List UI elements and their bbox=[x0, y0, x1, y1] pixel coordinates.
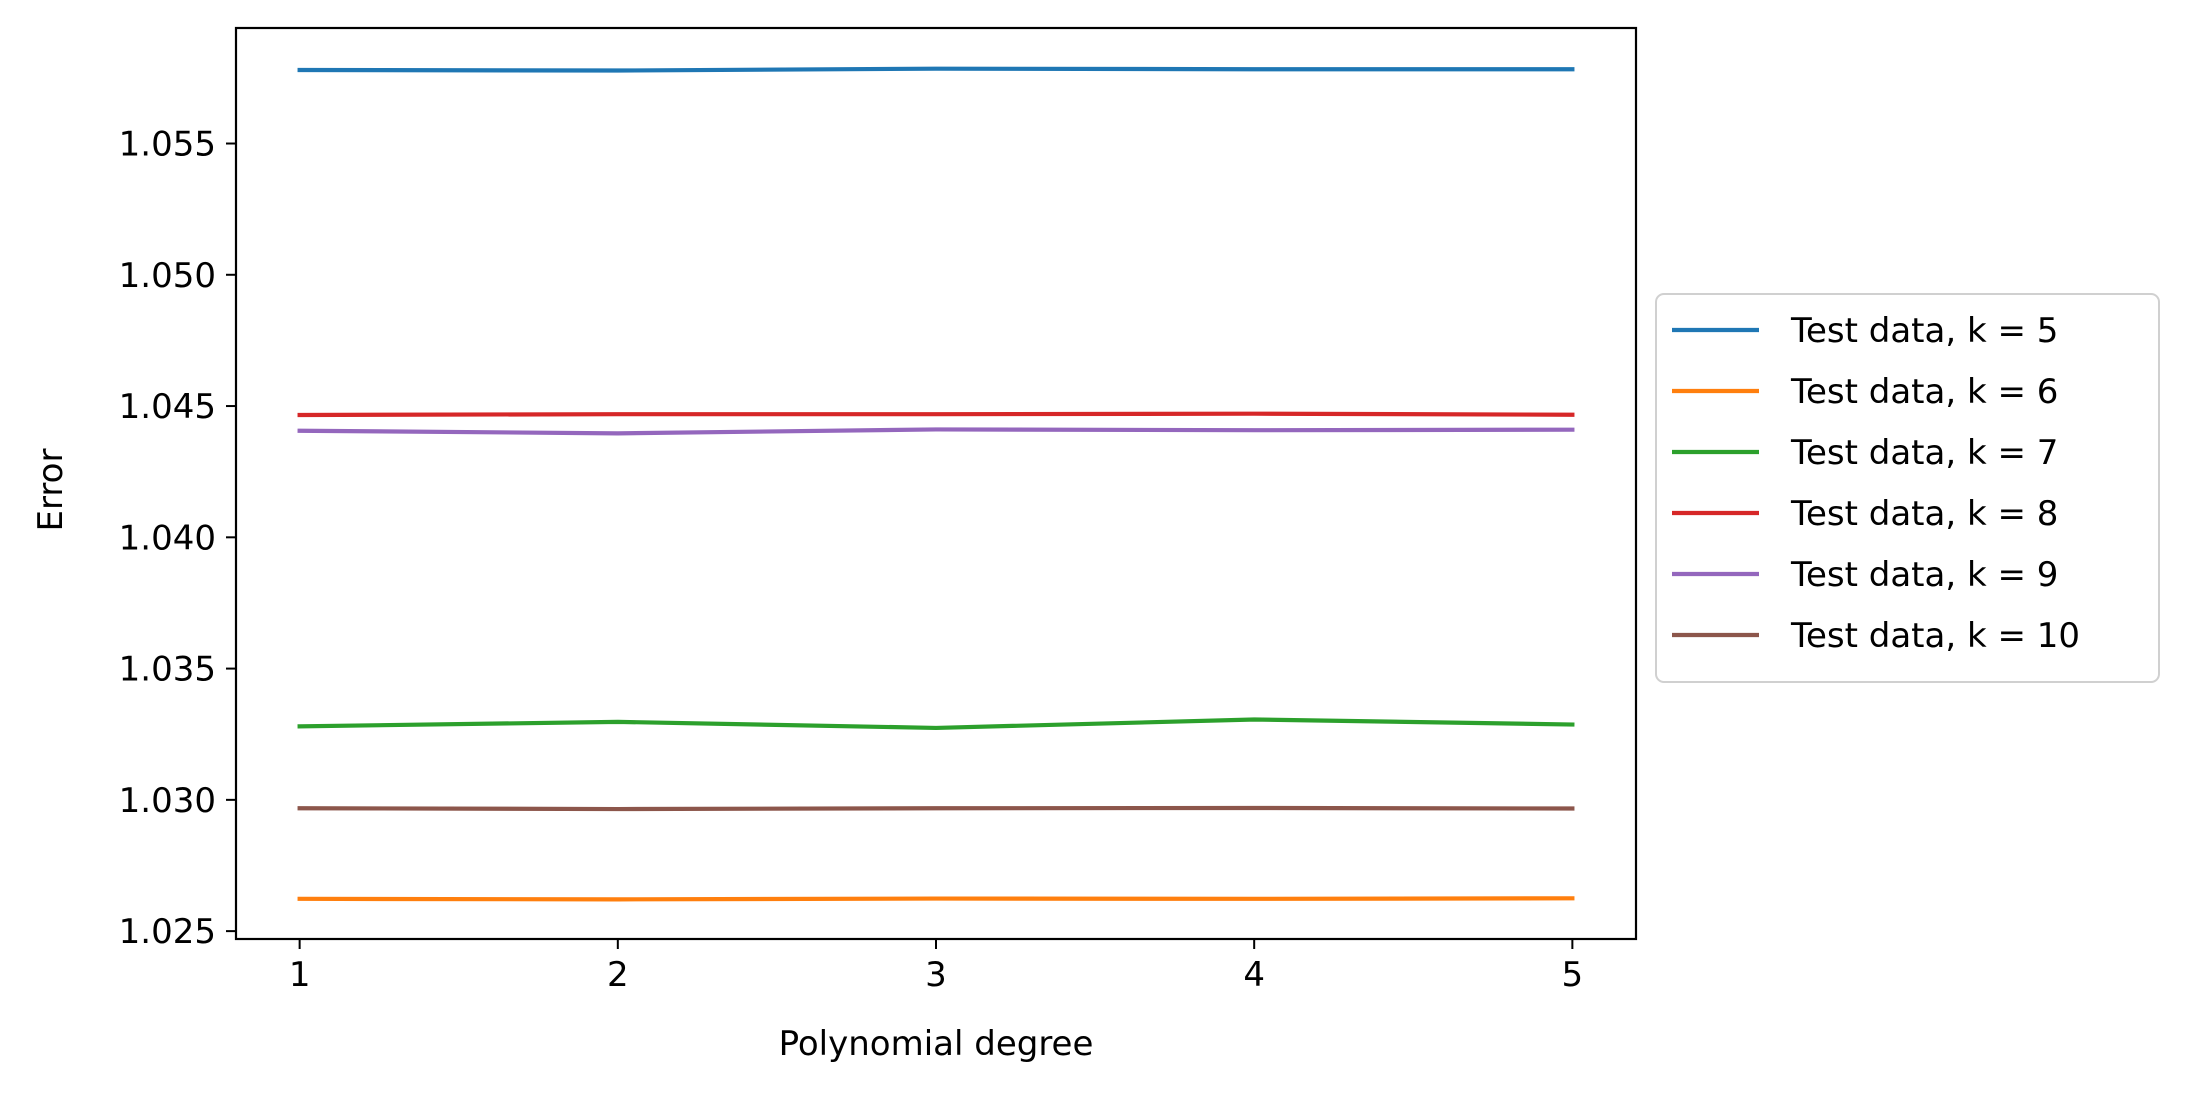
series-line-2 bbox=[297, 717, 1575, 731]
legend-label: Test data, k = 7 bbox=[1790, 433, 2058, 473]
legend-label: Test data, k = 9 bbox=[1790, 555, 2058, 595]
x-tick-label: 1 bbox=[289, 955, 311, 995]
x-axis-ticks: 1 2 3 4 5 bbox=[289, 939, 1583, 995]
legend-label: Test data, k = 10 bbox=[1790, 616, 2080, 656]
y-axis-label: Error bbox=[31, 449, 71, 532]
y-tick-label: 1.050 bbox=[119, 256, 216, 296]
x-tick-label: 2 bbox=[607, 955, 629, 995]
x-axis-label: Polynomial degree bbox=[779, 1024, 1094, 1064]
series-line-4 bbox=[297, 427, 1575, 436]
series-lines bbox=[297, 66, 1575, 902]
x-tick-label: 3 bbox=[925, 955, 947, 995]
series-line-3 bbox=[297, 411, 1575, 418]
axes-frame bbox=[234, 26, 1638, 941]
series-line-1 bbox=[297, 896, 1575, 902]
x-tick-label: 5 bbox=[1562, 955, 1584, 995]
x-tick-label: 4 bbox=[1243, 955, 1265, 995]
y-tick-label: 1.045 bbox=[119, 387, 216, 427]
legend-label: Test data, k = 6 bbox=[1790, 372, 2058, 412]
legend-label: Test data, k = 5 bbox=[1790, 311, 2058, 351]
legend: Test data, k = 5 Test data, k = 6 Test dat… bbox=[1655, 293, 2160, 683]
series-line-5 bbox=[297, 805, 1575, 812]
legend-box bbox=[1655, 293, 2160, 683]
y-axis-ticks: 1.025 1.030 1.035 1.040 1.045 1.050 1.055 bbox=[119, 125, 236, 952]
y-tick-label: 1.040 bbox=[119, 518, 216, 558]
legend-label: Test data, k = 8 bbox=[1790, 494, 2058, 534]
y-tick-label: 1.035 bbox=[119, 650, 216, 690]
y-tick-label: 1.055 bbox=[119, 125, 216, 165]
series-line-0 bbox=[297, 66, 1575, 73]
y-tick-label: 1.030 bbox=[119, 781, 216, 821]
y-tick-label: 1.025 bbox=[119, 912, 216, 952]
